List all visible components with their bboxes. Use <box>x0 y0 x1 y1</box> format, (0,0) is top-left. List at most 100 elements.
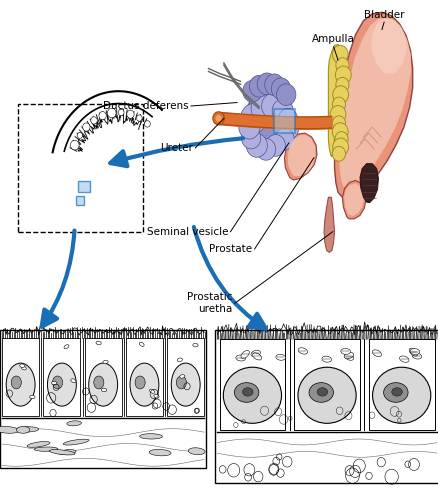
Bar <box>18 104 142 232</box>
Ellipse shape <box>30 395 35 399</box>
Circle shape <box>127 110 134 118</box>
Polygon shape <box>339 17 410 190</box>
Ellipse shape <box>275 354 285 360</box>
Polygon shape <box>284 133 316 180</box>
Circle shape <box>271 78 290 100</box>
Polygon shape <box>359 164 378 203</box>
Circle shape <box>107 108 116 118</box>
Circle shape <box>332 116 345 131</box>
Circle shape <box>278 108 297 130</box>
Ellipse shape <box>101 388 106 391</box>
Bar <box>293 339 359 429</box>
Ellipse shape <box>67 421 81 426</box>
Ellipse shape <box>6 363 35 406</box>
Bar <box>2 338 39 416</box>
Polygon shape <box>287 135 314 176</box>
Text: Bladder: Bladder <box>363 10 403 20</box>
Ellipse shape <box>53 376 63 389</box>
Ellipse shape <box>188 448 205 455</box>
Ellipse shape <box>58 450 76 455</box>
Bar <box>0 330 206 468</box>
Ellipse shape <box>308 383 333 402</box>
Ellipse shape <box>149 450 171 456</box>
Text: Ductus deferens: Ductus deferens <box>103 101 188 111</box>
Ellipse shape <box>135 376 145 389</box>
Circle shape <box>332 123 347 141</box>
Circle shape <box>71 140 79 150</box>
Circle shape <box>332 146 345 161</box>
Circle shape <box>272 99 293 123</box>
Circle shape <box>264 74 283 96</box>
Polygon shape <box>328 44 341 157</box>
Ellipse shape <box>408 348 417 356</box>
Ellipse shape <box>11 376 21 389</box>
Ellipse shape <box>297 367 355 423</box>
Ellipse shape <box>371 350 381 356</box>
Ellipse shape <box>316 387 327 396</box>
Ellipse shape <box>344 353 353 360</box>
Ellipse shape <box>96 341 101 345</box>
Text: Seminal vesicle: Seminal vesicle <box>146 227 228 237</box>
Ellipse shape <box>64 345 69 349</box>
Ellipse shape <box>139 434 162 439</box>
Circle shape <box>332 86 348 104</box>
Circle shape <box>274 128 293 150</box>
Ellipse shape <box>321 356 331 362</box>
Ellipse shape <box>88 363 117 406</box>
Circle shape <box>215 115 221 122</box>
Ellipse shape <box>409 349 419 354</box>
Bar <box>85 338 121 416</box>
Ellipse shape <box>176 376 186 389</box>
Bar <box>126 338 162 416</box>
Circle shape <box>238 115 259 139</box>
Ellipse shape <box>16 427 39 432</box>
Circle shape <box>240 104 266 133</box>
Circle shape <box>332 138 348 156</box>
Ellipse shape <box>47 363 76 406</box>
Circle shape <box>332 97 345 112</box>
Ellipse shape <box>16 426 30 433</box>
Ellipse shape <box>63 439 89 445</box>
Circle shape <box>335 77 348 92</box>
Ellipse shape <box>94 376 104 389</box>
Ellipse shape <box>20 364 25 367</box>
Ellipse shape <box>234 383 258 402</box>
Ellipse shape <box>372 367 430 423</box>
Circle shape <box>99 111 106 120</box>
Bar <box>215 330 438 483</box>
Circle shape <box>257 73 276 95</box>
Ellipse shape <box>223 367 281 423</box>
Ellipse shape <box>240 351 249 358</box>
Circle shape <box>335 66 350 84</box>
Circle shape <box>77 133 82 139</box>
Ellipse shape <box>343 352 353 359</box>
Circle shape <box>280 119 298 139</box>
Ellipse shape <box>154 394 159 398</box>
Polygon shape <box>342 180 365 219</box>
Bar <box>274 109 295 133</box>
Circle shape <box>82 123 90 131</box>
Ellipse shape <box>177 358 182 361</box>
Circle shape <box>256 139 275 160</box>
Ellipse shape <box>399 356 408 362</box>
Circle shape <box>242 80 261 102</box>
Circle shape <box>265 135 285 156</box>
Bar <box>43 338 80 416</box>
Ellipse shape <box>149 389 154 393</box>
Ellipse shape <box>251 350 260 356</box>
Circle shape <box>251 95 275 122</box>
Ellipse shape <box>102 360 108 364</box>
Bar <box>167 338 204 416</box>
Circle shape <box>246 134 267 157</box>
Circle shape <box>136 115 142 121</box>
Circle shape <box>335 58 348 72</box>
Ellipse shape <box>0 426 19 433</box>
Ellipse shape <box>391 387 401 396</box>
Circle shape <box>118 109 124 116</box>
Ellipse shape <box>52 381 57 385</box>
Ellipse shape <box>252 353 261 360</box>
Text: Prostate: Prostate <box>209 244 252 254</box>
Polygon shape <box>334 12 412 197</box>
Polygon shape <box>371 19 406 74</box>
Polygon shape <box>244 90 291 156</box>
